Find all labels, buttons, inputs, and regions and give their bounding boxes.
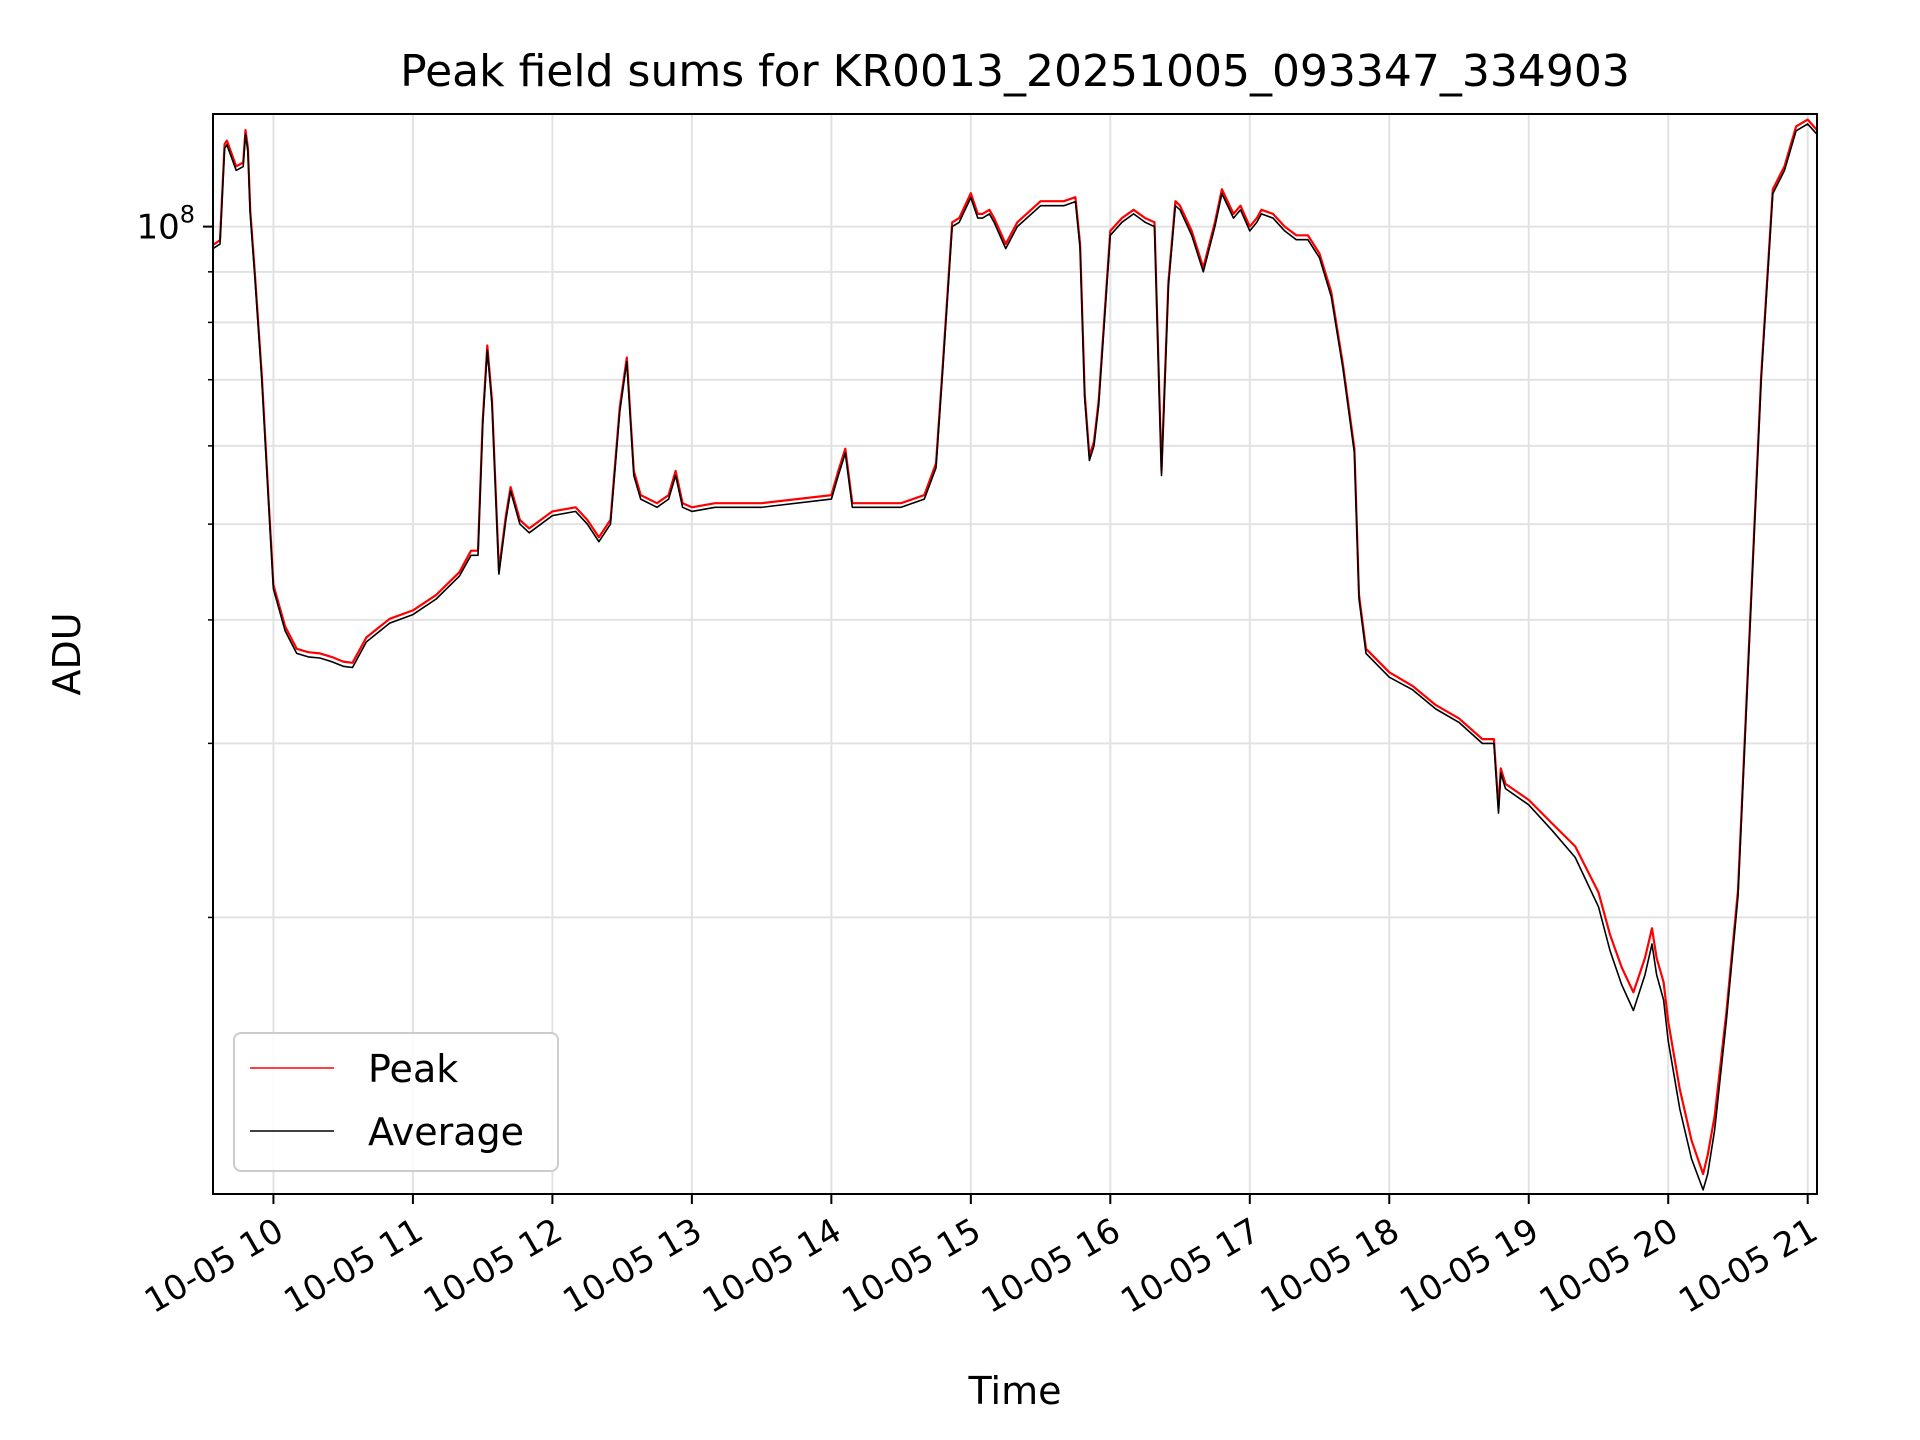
legend-label-peak: Peak (368, 1047, 458, 1091)
chart-title: Peak field sums for KR0013_20251005_0933… (400, 46, 1630, 97)
y-tick-label: 108 (136, 201, 195, 248)
y-tick-label-base: 10 (136, 208, 179, 248)
plot-frame (212, 113, 1818, 1195)
y-axis-label: ADU (45, 612, 89, 695)
series-group (212, 118, 1818, 1191)
y-tick-label-exponent: 8 (180, 201, 195, 229)
series-line-average (212, 123, 1818, 1191)
x-axis-label: Time (968, 1369, 1062, 1413)
legend-label-average: Average (368, 1110, 524, 1154)
series-line-peak (212, 118, 1818, 1176)
legend: Peak Average (233, 1032, 559, 1172)
